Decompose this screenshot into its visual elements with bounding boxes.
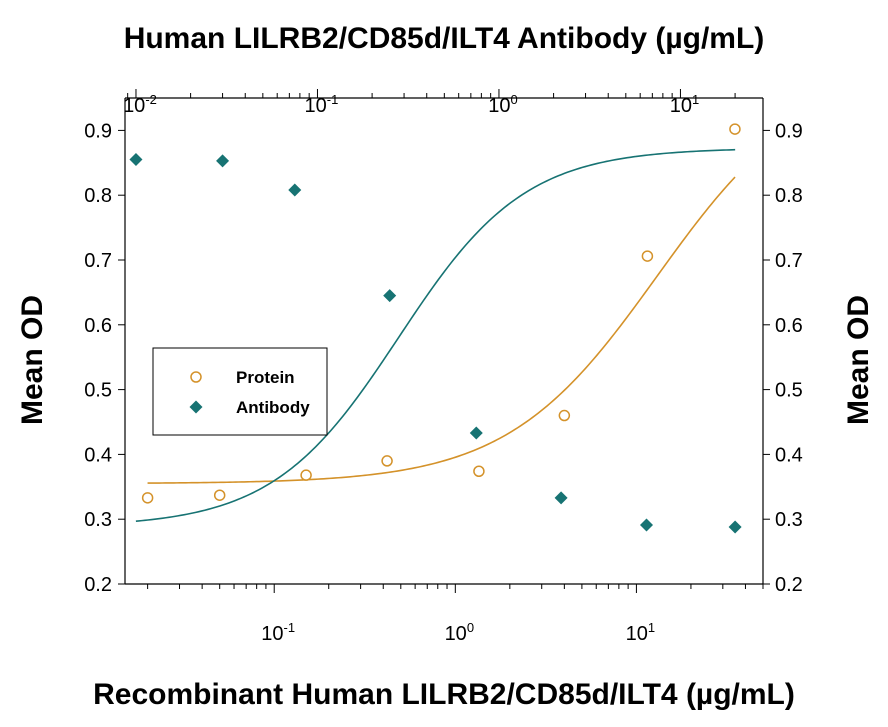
tick-base: 10 — [261, 623, 283, 645]
tick-base: 10 — [123, 95, 145, 117]
protein-data-point — [729, 123, 741, 135]
y-tick-label-right: 0.7 — [775, 250, 803, 272]
x-axis-title: Recombinant Human LILRB2/CD85d/ILT4 (µg/… — [93, 678, 795, 711]
y-tick-label-right: 0.8 — [775, 185, 803, 207]
chart-title: Human LILRB2/CD85d/ILT4 Antibody (µg/mL) — [124, 22, 765, 55]
x-tick-label-bottom: 10-1 — [261, 620, 295, 645]
x-tick-label-top: 10-1 — [305, 92, 339, 117]
protein-data-point — [473, 465, 485, 477]
y-tick-label-left: 0.5 — [84, 380, 112, 402]
protein-data-point — [213, 489, 226, 501]
legend-marker-protein — [190, 371, 202, 383]
tick-exponent: -1 — [284, 620, 296, 635]
antibody-data-point — [288, 183, 302, 197]
legend-marker-antibody — [189, 400, 203, 414]
y-tick-label-left: 0.7 — [84, 250, 112, 272]
antibody-data-point — [639, 518, 653, 532]
protein-fit-curve — [147, 176, 736, 484]
antibody-data-point — [129, 153, 143, 167]
chart-legend: Protein Antibody — [152, 347, 328, 436]
protein-data-point — [300, 469, 312, 481]
plot-layer: 0.2 0.2 0.3 0.3 0.4 0.4 0.5 0.5 0.6 0.6 0.7 0.7 0.8 0… — [84, 89, 803, 645]
y-tick-label-right: 0.5 — [775, 380, 803, 402]
tick-exponent: 1 — [692, 92, 699, 107]
tick-exponent: 1 — [648, 620, 655, 635]
antibody-fit-curve — [135, 148, 736, 522]
tick-base: 10 — [626, 623, 648, 645]
protein-data-point — [381, 455, 393, 467]
y-axis-title-right: Mean OD — [842, 295, 875, 425]
x-tick-label-top: 100 — [488, 92, 517, 117]
tick-base: 10 — [445, 623, 467, 645]
antibody-data-point — [728, 520, 742, 534]
tick-exponent: 0 — [467, 620, 474, 635]
x-tick-label-top: 101 — [670, 92, 699, 117]
y-tick-label-right: 0.3 — [775, 509, 803, 531]
x-tick-label-top: 10-2 — [123, 92, 157, 117]
legend-label-protein: Protein — [236, 368, 295, 387]
antibody-data-point — [554, 491, 568, 505]
antibody-data-point — [216, 154, 230, 168]
y-tick-label-right: 0.2 — [775, 574, 803, 596]
y-tick-label-right: 0.4 — [775, 444, 803, 466]
tick-base: 10 — [670, 95, 692, 117]
y-tick-label-left: 0.8 — [84, 185, 112, 207]
y-tick-label-left: 0.2 — [84, 574, 112, 596]
y-tick-label-left: 0.9 — [84, 120, 112, 142]
tick-base: 10 — [305, 95, 327, 117]
x-tick-label-bottom: 100 — [445, 620, 474, 645]
y-tick-label-right: 0.6 — [775, 315, 803, 337]
tick-exponent: 0 — [510, 92, 517, 107]
tick-base: 10 — [488, 95, 510, 117]
y-tick-label-left: 0.3 — [84, 509, 112, 531]
legend-label-antibody: Antibody — [236, 398, 310, 417]
tick-exponent: -1 — [327, 92, 339, 107]
protein-data-point — [141, 492, 154, 504]
protein-data-point — [641, 250, 654, 262]
legend-box — [152, 347, 328, 436]
y-tick-label-left: 0.6 — [84, 315, 112, 337]
x-tick-label-bottom: 101 — [626, 620, 655, 645]
antibody-data-point — [383, 289, 397, 303]
antibody-data-point — [469, 426, 483, 440]
y-axis-title-left: Mean OD — [16, 295, 49, 425]
y-tick-label-right: 0.9 — [775, 120, 803, 142]
tick-exponent: -2 — [145, 92, 157, 107]
y-tick-label-left: 0.4 — [84, 444, 112, 466]
protein-data-point — [558, 409, 571, 422]
